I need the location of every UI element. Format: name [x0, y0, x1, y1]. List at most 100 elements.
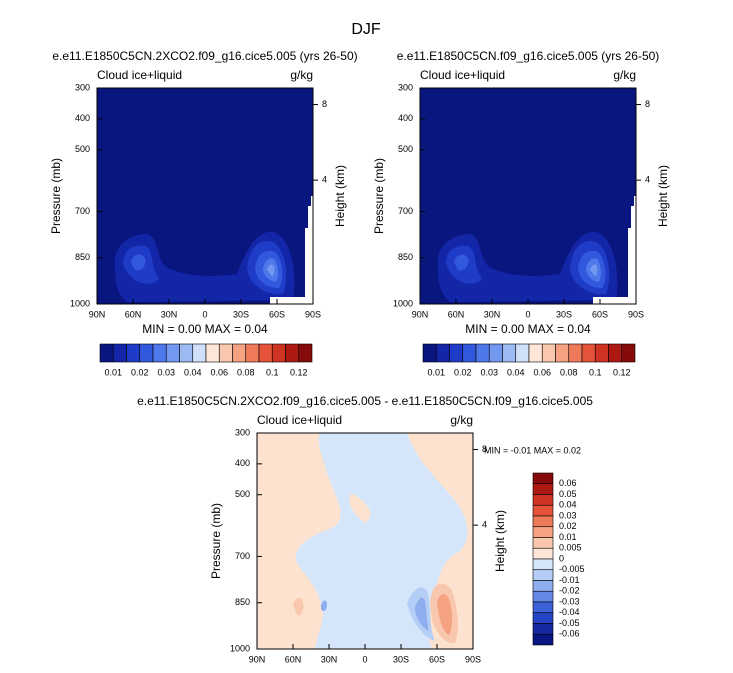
- colorbar-box: [532, 504, 554, 517]
- contour-field: [97, 88, 313, 304]
- colorbar-box: [532, 590, 554, 603]
- x-tick-label: 0: [362, 654, 367, 664]
- colorbar-box: [449, 343, 464, 363]
- colorbar-box: [555, 343, 570, 363]
- left-string: Cloud ice+liquid: [257, 413, 342, 427]
- panel-title: e.e11.E1850C5CN.2XCO2.f09_g16.cice5.005 …: [137, 394, 593, 408]
- colorbar-box: [245, 343, 260, 363]
- contour-field: [420, 88, 636, 304]
- y-tick-label: 1000: [230, 643, 250, 653]
- right-string: g/kg: [613, 68, 636, 82]
- y-tick-label: 700: [75, 206, 90, 216]
- colorbar-box: [532, 558, 554, 571]
- colorbar-label: -0.005: [559, 564, 585, 574]
- colorbar-box: [271, 343, 286, 363]
- colorbar-box: [532, 494, 554, 506]
- colorbar-label: 0.01: [104, 367, 122, 377]
- colorbar-label: 0.005: [559, 543, 582, 553]
- y-axis-label: Pressure (mb): [209, 503, 223, 579]
- colorbar-label: -0.05: [559, 618, 580, 628]
- x-tick-label: 90N: [412, 309, 429, 319]
- y-tick-label: 500: [235, 489, 250, 499]
- colorbar-box: [192, 343, 207, 363]
- colorbar-box: [179, 343, 194, 363]
- y-tick-label: 700: [398, 206, 413, 216]
- colorbar-label: 0.02: [131, 367, 149, 377]
- x-tick-label: 60N: [448, 309, 465, 319]
- figure-title: DJF: [351, 21, 381, 38]
- colorbar-box: [581, 343, 596, 363]
- colorbar-box: [532, 547, 554, 560]
- colorbar-label: -0.06: [559, 629, 580, 639]
- colorbar-label: 0.06: [559, 478, 577, 488]
- y-tick-label: 500: [75, 144, 90, 154]
- y2-tick-label: 4: [482, 520, 487, 530]
- panel-title: e.e11.E1850C5CN.2XCO2.f09_g16.cice5.005 …: [52, 49, 357, 63]
- colorbar-label: 0.06: [210, 367, 228, 377]
- x-tick-label: 90N: [249, 654, 266, 664]
- colorbar-box: [152, 343, 167, 363]
- colorbar-box: [205, 343, 220, 363]
- colorbar-label: 0.02: [454, 367, 472, 377]
- colorbar-label: 0.06: [533, 367, 551, 377]
- colorbar-box: [435, 343, 450, 363]
- colorbar-label: 0.1: [266, 367, 279, 377]
- colorbar-label: -0.01: [559, 575, 580, 585]
- y-axis-label: Pressure (mb): [372, 158, 386, 234]
- y-axis-label: Pressure (mb): [49, 158, 63, 234]
- colorbar-box: [502, 343, 517, 363]
- colorbar-box: [621, 343, 636, 363]
- colorbar-label: 0.03: [157, 367, 175, 377]
- min-max: MIN = 0.00 MAX = 0.04: [465, 322, 591, 336]
- colorbar-box: [285, 343, 300, 363]
- colorbar-label: 0.12: [613, 367, 631, 377]
- y2-tick-label: 4: [322, 175, 327, 185]
- colorbar-box: [532, 580, 554, 592]
- y-tick-label: 400: [398, 113, 413, 123]
- colorbar-label: 0.12: [290, 367, 308, 377]
- x-tick-label: 30S: [393, 654, 409, 664]
- y-tick-label: 850: [235, 597, 250, 607]
- y-tick-label: 850: [75, 252, 90, 262]
- y-tick-label: 300: [235, 427, 250, 437]
- colorbar-box: [462, 343, 477, 363]
- colorbar-label: 0.08: [237, 367, 255, 377]
- x-tick-label: 90N: [89, 309, 106, 319]
- colorbar-label: 0.04: [507, 367, 525, 377]
- y-tick-label: 300: [75, 82, 90, 92]
- x-tick-label: 90S: [628, 309, 644, 319]
- y-tick-label: 300: [398, 82, 413, 92]
- colorbar-box: [532, 526, 554, 538]
- colorbar-box: [541, 343, 556, 363]
- colorbar-label: -0.04: [559, 607, 580, 617]
- colorbar-box: [112, 343, 127, 363]
- colorbar-label: 0.04: [559, 500, 577, 510]
- colorbar-box: [422, 343, 437, 363]
- colorbar-box: [99, 343, 114, 363]
- colorbar-label: -0.02: [559, 586, 580, 596]
- colorbar-box: [532, 623, 554, 635]
- left-string: Cloud ice+liquid: [97, 68, 182, 82]
- colorbar-label: 0.08: [560, 367, 578, 377]
- x-tick-label: 30S: [556, 309, 572, 319]
- colorbar-box: [475, 343, 490, 363]
- y-tick-label: 400: [75, 113, 90, 123]
- colorbar-label: 0.04: [184, 367, 202, 377]
- x-tick-label: 60S: [269, 309, 285, 319]
- colorbar-box: [532, 633, 554, 646]
- y-tick-label: 850: [398, 252, 413, 262]
- right-string: g/kg: [450, 413, 473, 427]
- colorbar-label: 0.03: [480, 367, 498, 377]
- colorbar-label: -0.03: [559, 596, 580, 606]
- x-tick-label: 0: [202, 309, 207, 319]
- colorbar-box: [532, 612, 554, 624]
- colorbar-label: 0.1: [589, 367, 602, 377]
- colorbar-box: [165, 343, 180, 363]
- contour-field: [257, 433, 473, 649]
- colorbar-box: [126, 343, 141, 363]
- colorbar-box: [532, 601, 554, 614]
- y2-tick-label: 8: [322, 99, 327, 109]
- x-tick-label: 60S: [429, 654, 445, 664]
- colorbar-label: 0.01: [427, 367, 445, 377]
